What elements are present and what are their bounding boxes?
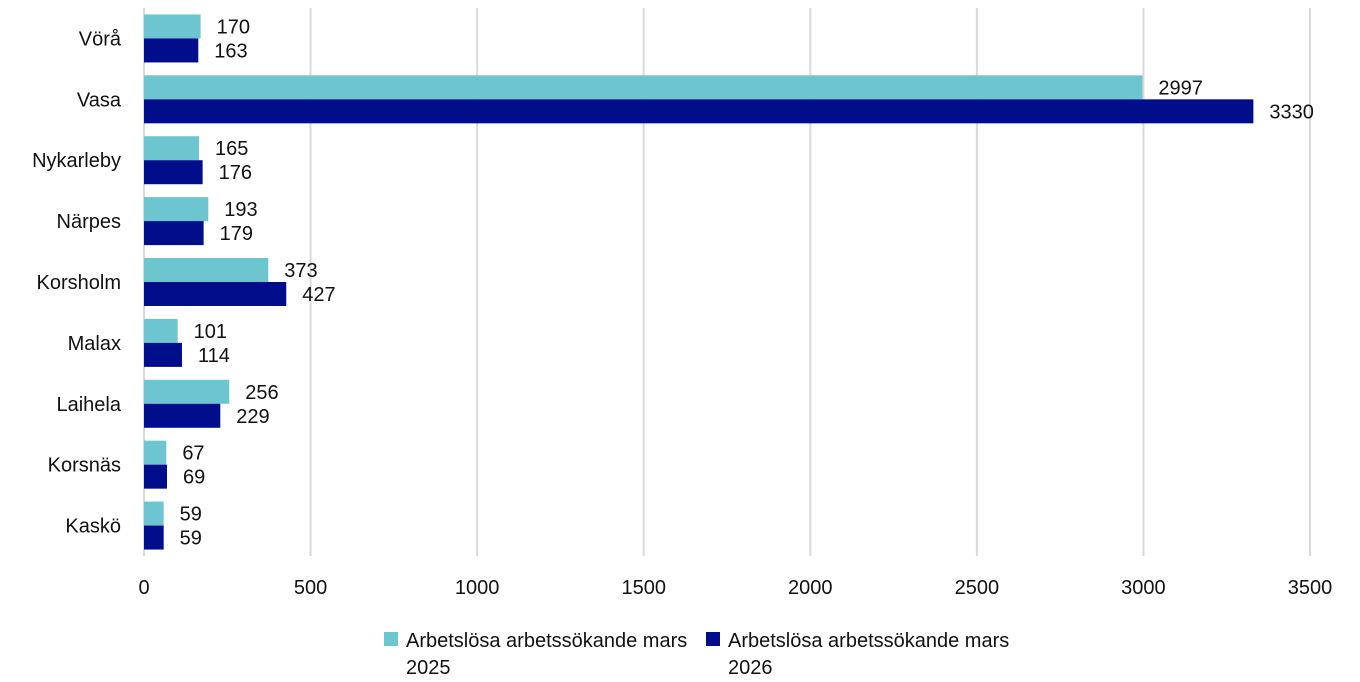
data-label: 101: [194, 321, 227, 343]
category-label: Kaskö: [65, 516, 121, 538]
legend-item-2025: Arbetslösa arbetssökande mars 2025: [384, 628, 696, 682]
data-label: 176: [219, 162, 252, 184]
data-label: 67: [182, 443, 204, 465]
data-label: 229: [236, 406, 269, 428]
data-label: 193: [224, 199, 257, 221]
bar-2026: [144, 464, 167, 489]
bar-2026: [144, 282, 287, 306]
bar-2025: [144, 258, 269, 282]
category-label: Nykarleby: [32, 150, 121, 172]
data-label: 163: [214, 40, 247, 62]
legend-label-2026: Arbetslösa arbetssökande mars 2026: [728, 630, 1010, 679]
data-label: 427: [302, 284, 335, 306]
bar-2026: [144, 99, 1254, 124]
data-label: 69: [183, 467, 205, 489]
legend-label-2025: Arbetslösa arbetssökande mars 2025: [406, 630, 688, 679]
bar-2025: [144, 440, 167, 465]
data-label: 59: [180, 504, 202, 526]
data-label: 373: [284, 260, 317, 282]
legend-item-2026: Arbetslösa arbetssökande mars 2026: [706, 628, 1018, 682]
bar-2026: [144, 342, 182, 367]
x-tick-label: 3000: [1121, 577, 1166, 599]
category-label: Malax: [68, 333, 121, 355]
data-label: 2997: [1158, 77, 1203, 99]
bar-2025: [144, 75, 1143, 100]
data-label: 170: [217, 16, 250, 38]
bar-2025: [144, 318, 178, 343]
x-tick-label: 1500: [621, 577, 666, 599]
category-label: Laihela: [56, 394, 121, 416]
bar-2025: [144, 379, 230, 404]
data-label: 59: [180, 528, 202, 550]
data-label: 114: [198, 345, 230, 367]
value-axis: 0 500 1000 1500 2000 2500 3000 3500: [138, 577, 1332, 599]
x-tick-label: 500: [294, 577, 327, 599]
bar-2025: [144, 501, 164, 526]
data-label: 256: [245, 382, 278, 404]
x-tick-label: 1000: [455, 577, 500, 599]
bar-2026: [144, 221, 204, 246]
category-label: Vasa: [77, 89, 122, 111]
bar-2026: [144, 38, 199, 63]
category-label: Korsnäs: [48, 455, 121, 477]
category-axis: Vörå Vasa Nykarleby Närpes Korsholm Malax Laih…: [32, 28, 122, 537]
category-label: Korsholm: [37, 272, 121, 294]
bar-2025: [144, 14, 201, 39]
legend-swatch-2025: [384, 632, 398, 646]
data-label: 165: [215, 138, 248, 160]
category-label: Vörå: [79, 28, 122, 50]
bar-2026: [144, 160, 203, 185]
category-label: Närpes: [57, 211, 121, 233]
bar-2026: [144, 525, 164, 550]
data-label: 179: [220, 223, 253, 245]
legend-swatch-2026: [706, 632, 720, 646]
bars: [144, 14, 1254, 550]
bar-2025: [144, 197, 209, 222]
x-tick-label: 2500: [955, 577, 1000, 599]
legend: Arbetslösa arbetssökande mars 2025 Arbet…: [0, 628, 1360, 682]
x-tick-label: 0: [138, 577, 149, 599]
bar-2025: [144, 136, 199, 161]
x-tick-label: 2000: [788, 577, 833, 599]
data-label: 3330: [1269, 101, 1314, 123]
x-tick-label: 3500: [1288, 577, 1333, 599]
bar-2026: [144, 403, 221, 428]
